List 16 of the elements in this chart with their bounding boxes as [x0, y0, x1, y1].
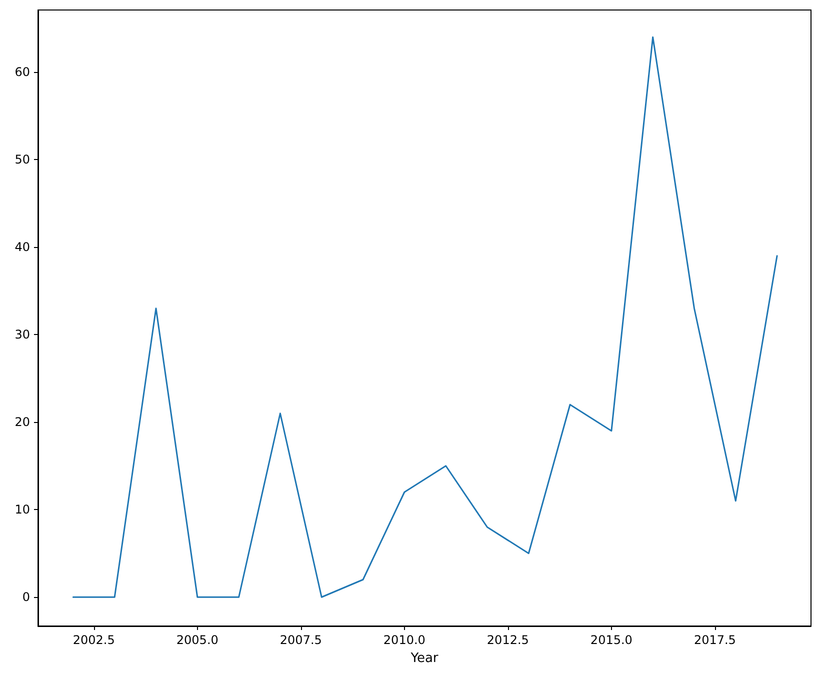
y-tick-label: 50 [14, 152, 30, 167]
x-tick-label: 2015.0 [590, 633, 632, 647]
x-tick-label: 2017.5 [694, 633, 736, 647]
x-tick-label: 2002.5 [72, 633, 115, 647]
y-tick-label: 60 [14, 65, 30, 80]
y-tick-label: 30 [14, 328, 30, 342]
line-series [72, 36, 778, 598]
x-tick-label: 2012.5 [486, 633, 529, 647]
x-tick-label: 2005.0 [176, 633, 218, 647]
y-tick-label: 10 [14, 502, 30, 517]
x-axis-title: Year [410, 651, 439, 666]
y-tick-label: 40 [14, 240, 30, 254]
y-tick-label: 20 [14, 415, 30, 430]
x-tick-label: 2007.5 [280, 633, 322, 647]
x-tick-label: 2010.0 [383, 633, 426, 647]
y-tick-label: 0 [22, 590, 30, 604]
